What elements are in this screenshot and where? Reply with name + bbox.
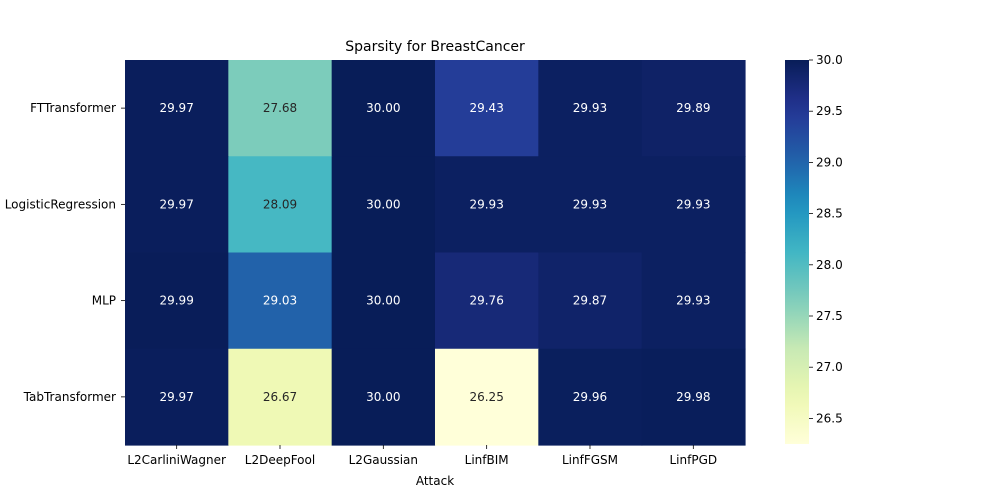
y-tick-label: MLP xyxy=(92,294,116,308)
y-tick-label: LogisticRegression xyxy=(5,197,116,211)
cell-value-label: 29.98 xyxy=(676,390,710,404)
cell-value-label: 26.67 xyxy=(263,390,297,404)
x-tick-label: LinfPGD xyxy=(670,453,718,467)
heatmap-cell xyxy=(125,156,229,254)
x-tick-label: L2CarliniWagner xyxy=(127,453,226,467)
cell-value-label: 30.00 xyxy=(366,390,400,404)
heatmap-cells xyxy=(125,60,746,446)
heatmap-cell xyxy=(228,348,333,446)
cell-value-label: 30.00 xyxy=(366,101,400,115)
colorbar-tick-label: 29.5 xyxy=(816,104,843,118)
cell-value-label: 29.97 xyxy=(159,197,193,211)
colorbar xyxy=(785,60,809,444)
heatmap-cell xyxy=(228,252,333,350)
heatmap-cell xyxy=(434,60,539,157)
cell-value-label: 29.87 xyxy=(573,294,607,308)
heatmap-cell xyxy=(331,348,436,446)
colorbar-tick-label: 29.0 xyxy=(816,155,843,169)
colorbar-tick-label: 27.5 xyxy=(816,309,843,323)
colorbar-tick-label: 30.0 xyxy=(816,53,843,67)
cell-value-label: 29.93 xyxy=(676,197,710,211)
x-tick-label: L2Gaussian xyxy=(349,453,418,467)
cell-value-label: 29.03 xyxy=(263,294,297,308)
cell-value-label: 29.97 xyxy=(159,101,193,115)
cell-value-label: 27.68 xyxy=(263,101,297,115)
cell-value-label: 29.93 xyxy=(573,197,607,211)
heatmap-cell xyxy=(228,60,333,157)
heatmap-cell xyxy=(434,252,539,350)
cell-value-label: 29.96 xyxy=(573,390,607,404)
heatmap-cell xyxy=(538,252,643,350)
heatmap-cell xyxy=(331,156,436,254)
cell-value-label: 29.43 xyxy=(469,101,503,115)
heatmap-cell xyxy=(125,60,229,157)
cell-value-label: 30.00 xyxy=(366,294,400,308)
colorbar-tick-label: 28.0 xyxy=(816,258,843,272)
cell-value-label: 29.76 xyxy=(469,294,503,308)
colorbar-tick-label: 28.5 xyxy=(816,207,843,221)
x-tick-label: L2DeepFool xyxy=(245,453,315,467)
cell-value-label: 28.09 xyxy=(263,197,297,211)
heatmap-cell xyxy=(434,156,539,254)
x-axis-label: Attack xyxy=(416,474,454,488)
heatmap-cell xyxy=(125,252,229,350)
cell-value-label: 29.97 xyxy=(159,390,193,404)
heatmap-cell xyxy=(228,156,333,254)
y-tick-label: TabTransformer xyxy=(23,390,116,404)
y-tick-label: FTTransformer xyxy=(30,101,116,115)
heatmap-cell xyxy=(641,156,746,254)
heatmap-cell xyxy=(641,60,746,157)
x-axis: L2CarliniWagner L2DeepFool L2Gaussian LinfB… xyxy=(127,445,717,467)
chart-title: Sparsity for BreastCancer xyxy=(345,39,525,55)
cell-value-label: 29.89 xyxy=(676,101,710,115)
cell-value-label: 26.25 xyxy=(469,390,503,404)
heatmap-cell xyxy=(125,348,229,446)
heatmap-cell xyxy=(641,348,746,446)
heatmap-cell xyxy=(538,156,643,254)
cell-value-label: 30.00 xyxy=(366,197,400,211)
x-tick-label: LinfFGSM xyxy=(562,453,618,467)
heatmap-cell xyxy=(538,348,643,446)
colorbar-tick-label: 27.0 xyxy=(816,360,843,374)
heatmap-cell xyxy=(331,60,436,157)
heatmap-cell xyxy=(641,252,746,350)
heatmap-cell xyxy=(434,348,539,446)
cell-value-label: 29.99 xyxy=(159,294,193,308)
cell-value-label: 29.93 xyxy=(469,197,503,211)
colorbar-tick-label: 26.5 xyxy=(816,411,843,425)
cell-value-label: 29.93 xyxy=(573,101,607,115)
heatmap-cell-labels: 29.97 27.68 30.00 29.43 29.93 29.89 29.97 28.09… xyxy=(159,101,710,404)
heatmap-cell xyxy=(331,252,436,350)
cell-value-label: 29.93 xyxy=(676,294,710,308)
y-axis: FTTransformer LogisticRegression MLP TabTra… xyxy=(5,101,125,404)
x-tick-label: LinfBIM xyxy=(465,453,509,467)
colorbar-ticks: 26.5 27.0 27.5 28.0 28.5 29.0 29.5 30.0 xyxy=(809,53,843,425)
heatmap-cell xyxy=(538,60,643,157)
